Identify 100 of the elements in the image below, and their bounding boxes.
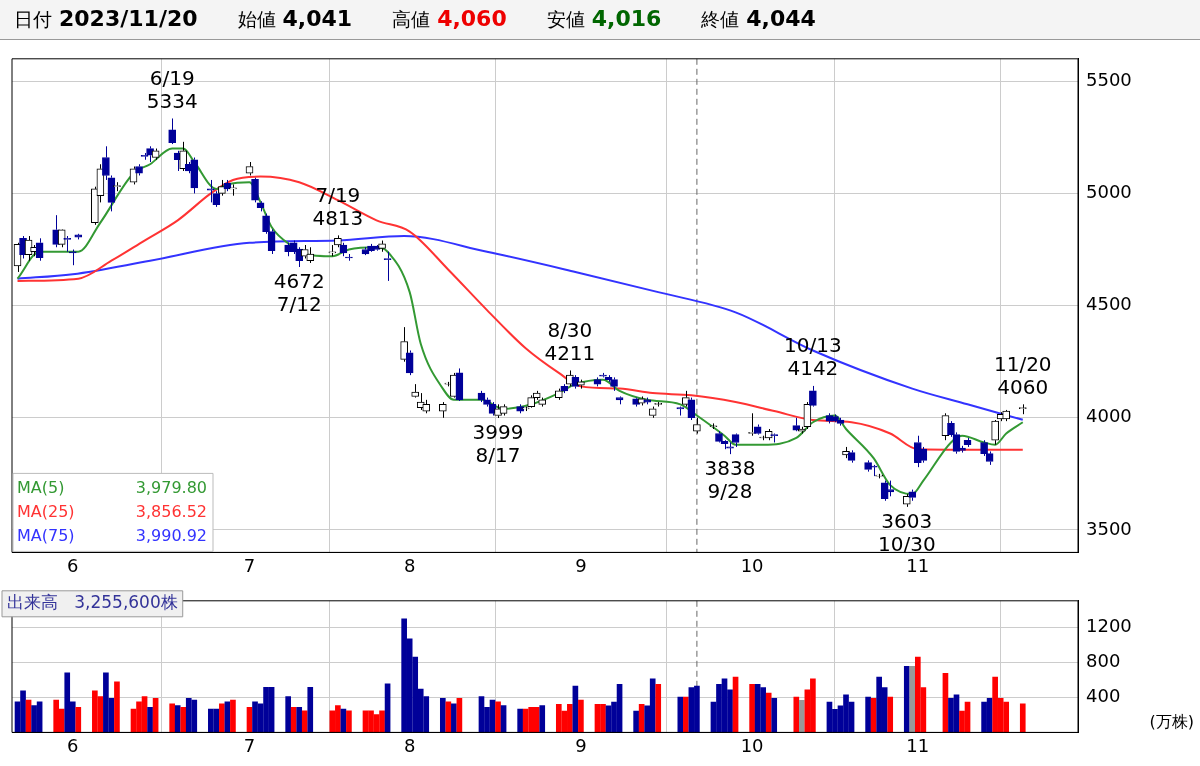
- bar: [887, 696, 894, 733]
- candlestick: [731, 434, 740, 448]
- y-tick-label: 4000: [1086, 405, 1132, 427]
- candlestick: [604, 374, 613, 383]
- text: MA(25) 3,856.52: [17, 501, 207, 521]
- candlestick: [615, 397, 624, 405]
- y-tick-label: 5500: [1086, 68, 1132, 90]
- candlestick: [908, 489, 917, 502]
- candlestick: [991, 420, 999, 446]
- chart-title: 日付 2023/11/20: [14, 6, 198, 31]
- x-tick-label: 6: [67, 554, 79, 576]
- bar: [180, 706, 187, 733]
- x-tick-label: 9: [575, 734, 587, 756]
- candlestick: [306, 246, 315, 264]
- bar: [655, 683, 662, 733]
- y-tick-label: 1200: [1086, 614, 1132, 636]
- bar: [169, 703, 176, 733]
- text: 高値 4,060: [392, 6, 507, 31]
- text: 終値 4,044: [701, 6, 816, 31]
- candlestick: [770, 434, 779, 443]
- candlestick: [847, 449, 856, 464]
- x-tick-label: 7: [243, 554, 256, 576]
- x-tick-label: 9: [575, 554, 587, 576]
- candlestick: [345, 253, 353, 262]
- candlestick: [753, 424, 762, 434]
- bar: [53, 699, 60, 733]
- annotation: 11/20 4060: [993, 351, 1052, 399]
- y-tick-label: 4500: [1086, 293, 1132, 315]
- text: 安値 4,016: [546, 6, 662, 31]
- annotation: 3838 9/28: [704, 456, 756, 504]
- candlestick: [499, 403, 508, 417]
- candlestick: [135, 163, 143, 176]
- text: MA(75) 3,990.92: [17, 525, 207, 545]
- x-tick-label: 8: [403, 554, 416, 576]
- candlestick: [809, 385, 817, 406]
- bar: [147, 706, 153, 733]
- chart-title: 出来高 3,255,600株: [7, 592, 178, 613]
- bar: [285, 696, 291, 733]
- bar: [677, 696, 684, 733]
- bar: [439, 698, 446, 733]
- candlestick: [902, 493, 911, 508]
- candlestick: [792, 417, 801, 431]
- bar: [230, 699, 236, 733]
- annotation: 3603 10/30: [877, 509, 936, 557]
- bar: [75, 706, 82, 733]
- x-tick-label: 10: [740, 734, 764, 756]
- text: 始値 4,041: [237, 6, 353, 31]
- bar: [578, 699, 584, 733]
- candlestick: [151, 148, 160, 161]
- annotation: 4672 7/12: [273, 269, 325, 317]
- candlestick: [229, 183, 237, 197]
- candlestick: [400, 326, 408, 363]
- candlestick: [836, 417, 845, 427]
- candlestick: [886, 480, 895, 497]
- bar: [865, 696, 871, 733]
- bar: [114, 681, 120, 733]
- bar: [909, 666, 916, 733]
- y-tick-label: 400: [1086, 684, 1121, 706]
- bar: [296, 706, 303, 733]
- y-tick-label: 800: [1086, 649, 1121, 671]
- y-tick-label: 3500: [1086, 517, 1132, 539]
- bar: [451, 703, 457, 733]
- x-tick-label: 11: [906, 734, 930, 756]
- bar: [219, 703, 225, 733]
- candlestick: [869, 465, 878, 477]
- bar: [799, 700, 805, 733]
- x-tick-label: 11: [906, 554, 930, 576]
- candlestick: [168, 117, 177, 144]
- bar: [539, 705, 546, 733]
- bar: [1019, 703, 1026, 733]
- candlestick: [654, 401, 663, 408]
- candlestick: [554, 388, 563, 401]
- x-tick-label: 8: [403, 734, 416, 756]
- bar: [517, 708, 523, 733]
- text: MA(5) 3,979.80: [17, 477, 207, 497]
- candlestick: [538, 397, 547, 408]
- candlestick: [709, 422, 718, 428]
- y-axis-title: (万株): [1149, 711, 1194, 731]
- bar: [683, 696, 689, 733]
- candlestick: [438, 401, 447, 419]
- candlestick: [334, 234, 342, 248]
- candlestick: [676, 407, 685, 417]
- candlestick: [648, 406, 657, 419]
- candlestick: [798, 426, 806, 434]
- bar: [346, 710, 352, 733]
- candlestick: [68, 249, 77, 266]
- bar: [307, 686, 314, 733]
- candlestick: [405, 349, 414, 376]
- bar: [771, 698, 778, 733]
- x-tick-label: 10: [740, 554, 764, 576]
- candlestick: [411, 383, 420, 397]
- x-tick-label: 7: [243, 734, 256, 756]
- annotation: 6/19 5334: [146, 65, 198, 113]
- candlestick: [57, 229, 66, 248]
- annotation: 8/30 4211: [544, 317, 596, 365]
- bar: [495, 701, 501, 733]
- x-tick-label: 6: [67, 734, 79, 756]
- bar: [749, 683, 755, 733]
- bar: [633, 710, 639, 733]
- y-tick-label: 5000: [1086, 181, 1132, 203]
